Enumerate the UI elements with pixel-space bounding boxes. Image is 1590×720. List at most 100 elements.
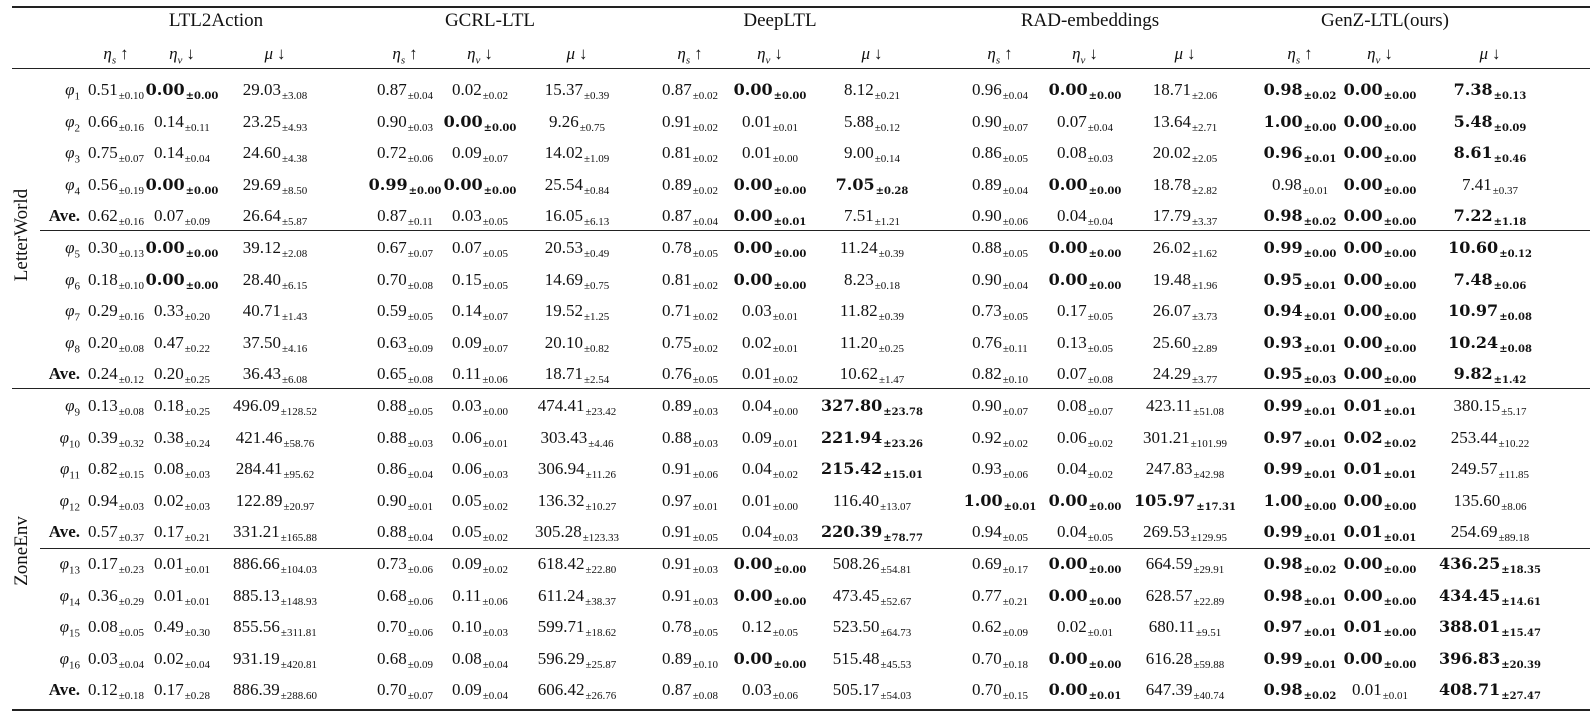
table-cell: 0.00±0.00: [1343, 80, 1417, 102]
letterworld-block-rule: [40, 230, 1590, 231]
table-cell: 24.29±3.77: [1152, 364, 1218, 387]
table-cell: 7.05±0.28: [835, 174, 909, 197]
method-header-ltl2action: LTL2Action: [168, 10, 264, 31]
row-label-average: Ave.: [48, 680, 80, 700]
table-cell: 0.00±0.00: [1343, 269, 1417, 292]
table-cell: 0.18±0.25: [153, 396, 211, 418]
table-cell: 0.00±0.01: [1048, 680, 1122, 703]
table-cell: 885.13±148.93: [232, 585, 318, 608]
table-cell: 7.48±0.06: [1453, 269, 1527, 292]
table-cell: 26.07±3.73: [1152, 301, 1218, 324]
table-cell: 0.62±0.09: [971, 617, 1029, 640]
metric-header: ηv ↓: [1072, 44, 1098, 67]
table-cell: 0.89±0.10: [661, 648, 719, 671]
table-cell: 5.88±0.12: [843, 111, 901, 134]
table-cell: 0.87±0.08: [661, 680, 719, 703]
table-cell: 0.00±0.00: [1048, 585, 1122, 608]
table-cell: 0.70±0.15: [971, 680, 1029, 703]
table-cell: 0.17±0.23: [87, 554, 145, 576]
table-cell: 496.09±128.52: [232, 396, 318, 418]
table-cell: 380.15±5.17: [1453, 396, 1527, 418]
table-cell: 0.99±0.01: [1263, 396, 1337, 418]
table-cell: 680.11±9.51: [1148, 617, 1222, 640]
table-cell: 0.00±0.00: [733, 554, 807, 576]
table-cell: 505.17±54.03: [832, 680, 912, 703]
table-cell: 14.02±1.09: [544, 143, 610, 166]
table-cell: 0.00±0.00: [1343, 332, 1417, 355]
metric-header: ηs ↑: [392, 44, 418, 67]
table-cell: 7.41±0.37: [1461, 174, 1519, 197]
table-cell: 0.98±0.01: [1271, 174, 1329, 197]
table-cell: 0.70±0.08: [376, 269, 434, 292]
table-cell: 0.03±0.01: [741, 301, 799, 324]
table-cell: 0.01±0.01: [1351, 680, 1409, 703]
table-cell: 0.04±0.02: [1056, 459, 1114, 482]
table-cell: 0.68±0.09: [376, 648, 434, 671]
table-cell: 0.00±0.00: [1343, 301, 1417, 324]
table-cell: 473.45±52.67: [832, 585, 912, 608]
table-cell: 0.96±0.01: [1263, 143, 1337, 166]
table-cell: 0.03±0.06: [741, 680, 799, 703]
table-cell: 0.01±0.01: [1343, 396, 1417, 418]
table-cell: 0.97±0.01: [661, 490, 719, 513]
table-cell: 474.41±23.42: [537, 396, 617, 418]
table-cell: 0.00±0.00: [443, 174, 517, 197]
table-cell: 0.00±0.00: [733, 648, 807, 671]
table-cell: 0.00±0.00: [1343, 143, 1417, 166]
table-cell: 0.12±0.05: [741, 617, 799, 640]
table-cell: 7.22±1.18: [1453, 206, 1527, 229]
table-cell: 0.99±0.00: [368, 174, 442, 197]
table-cell: 0.91±0.02: [661, 111, 719, 134]
table-cell: 0.01±0.01: [153, 585, 211, 608]
table-cell: 0.02±0.02: [1343, 427, 1417, 450]
table-cell: 0.00±0.00: [1048, 554, 1122, 576]
method-header-genz-ltl-ours-: GenZ-LTL(ours): [1320, 10, 1450, 31]
row-label-formula: φ10: [59, 427, 80, 450]
table-cell: 24.60±4.38: [242, 143, 308, 166]
table-cell: 396.83±20.39: [1439, 648, 1541, 671]
table-cell: 8.61±0.46: [1453, 143, 1527, 166]
table-cell: 0.76±0.11: [972, 332, 1028, 355]
row-label-average: Ave.: [48, 522, 80, 542]
table-cell: 0.66±0.16: [87, 111, 145, 134]
table-cell: 0.00±0.00: [1343, 554, 1417, 576]
table-cell: 0.00±0.00: [145, 174, 219, 197]
table-cell: 0.06±0.02: [1056, 427, 1114, 450]
table-cell: 11.82±0.39: [840, 301, 904, 324]
table-cell: 116.40±13.07: [833, 490, 911, 513]
table-cell: 0.13±0.08: [87, 396, 145, 418]
table-cell: 29.69±8.50: [242, 174, 308, 197]
table-cell: 0.81±0.02: [661, 143, 719, 166]
table-cell: 0.01±0.00: [741, 490, 799, 513]
table-cell: 0.70±0.18: [971, 648, 1029, 671]
table-cell: 0.95±0.03: [1263, 364, 1337, 387]
table-cell: 327.80±23.78: [821, 396, 923, 418]
table-cell: 0.93±0.06: [971, 459, 1029, 482]
table-cell: 301.21±101.99: [1142, 427, 1228, 450]
table-cell: 11.24±0.39: [840, 238, 904, 260]
method-header-rad-embeddings: RAD-embeddings: [1020, 10, 1160, 31]
table-cell: 220.39±78.77: [821, 522, 923, 545]
table-cell: 0.62±0.16: [87, 206, 145, 229]
table-cell: 0.94±0.05: [971, 522, 1029, 545]
table-cell: 29.03±3.08: [242, 80, 308, 102]
metric-header: μ ↓: [1174, 44, 1196, 63]
table-cell: 0.00±0.00: [1343, 490, 1417, 513]
table-cell: 0.00±0.00: [733, 269, 807, 292]
table-cell: 0.00±0.00: [1343, 648, 1417, 671]
table-cell: 0.68±0.06: [376, 585, 434, 608]
table-cell: 0.09±0.01: [741, 427, 799, 450]
table-cell: 0.98±0.02: [1263, 554, 1337, 576]
table-cell: 25.54±0.84: [544, 174, 610, 197]
table-cell: 0.86±0.05: [971, 143, 1029, 166]
row-label-formula: φ5: [65, 238, 80, 261]
metric-header: μ ↓: [1479, 44, 1501, 63]
table-cell: 0.94±0.01: [1263, 301, 1337, 324]
table-cell: 0.65±0.08: [376, 364, 434, 387]
table-cell: 0.05±0.02: [451, 490, 509, 513]
metric-header: ηs ↑: [103, 44, 129, 67]
table-cell: 0.97±0.01: [1263, 617, 1337, 640]
table-cell: 0.01±0.01: [1343, 459, 1417, 482]
table-cell: 0.00±0.00: [733, 238, 807, 260]
top-rule: [12, 6, 1590, 8]
